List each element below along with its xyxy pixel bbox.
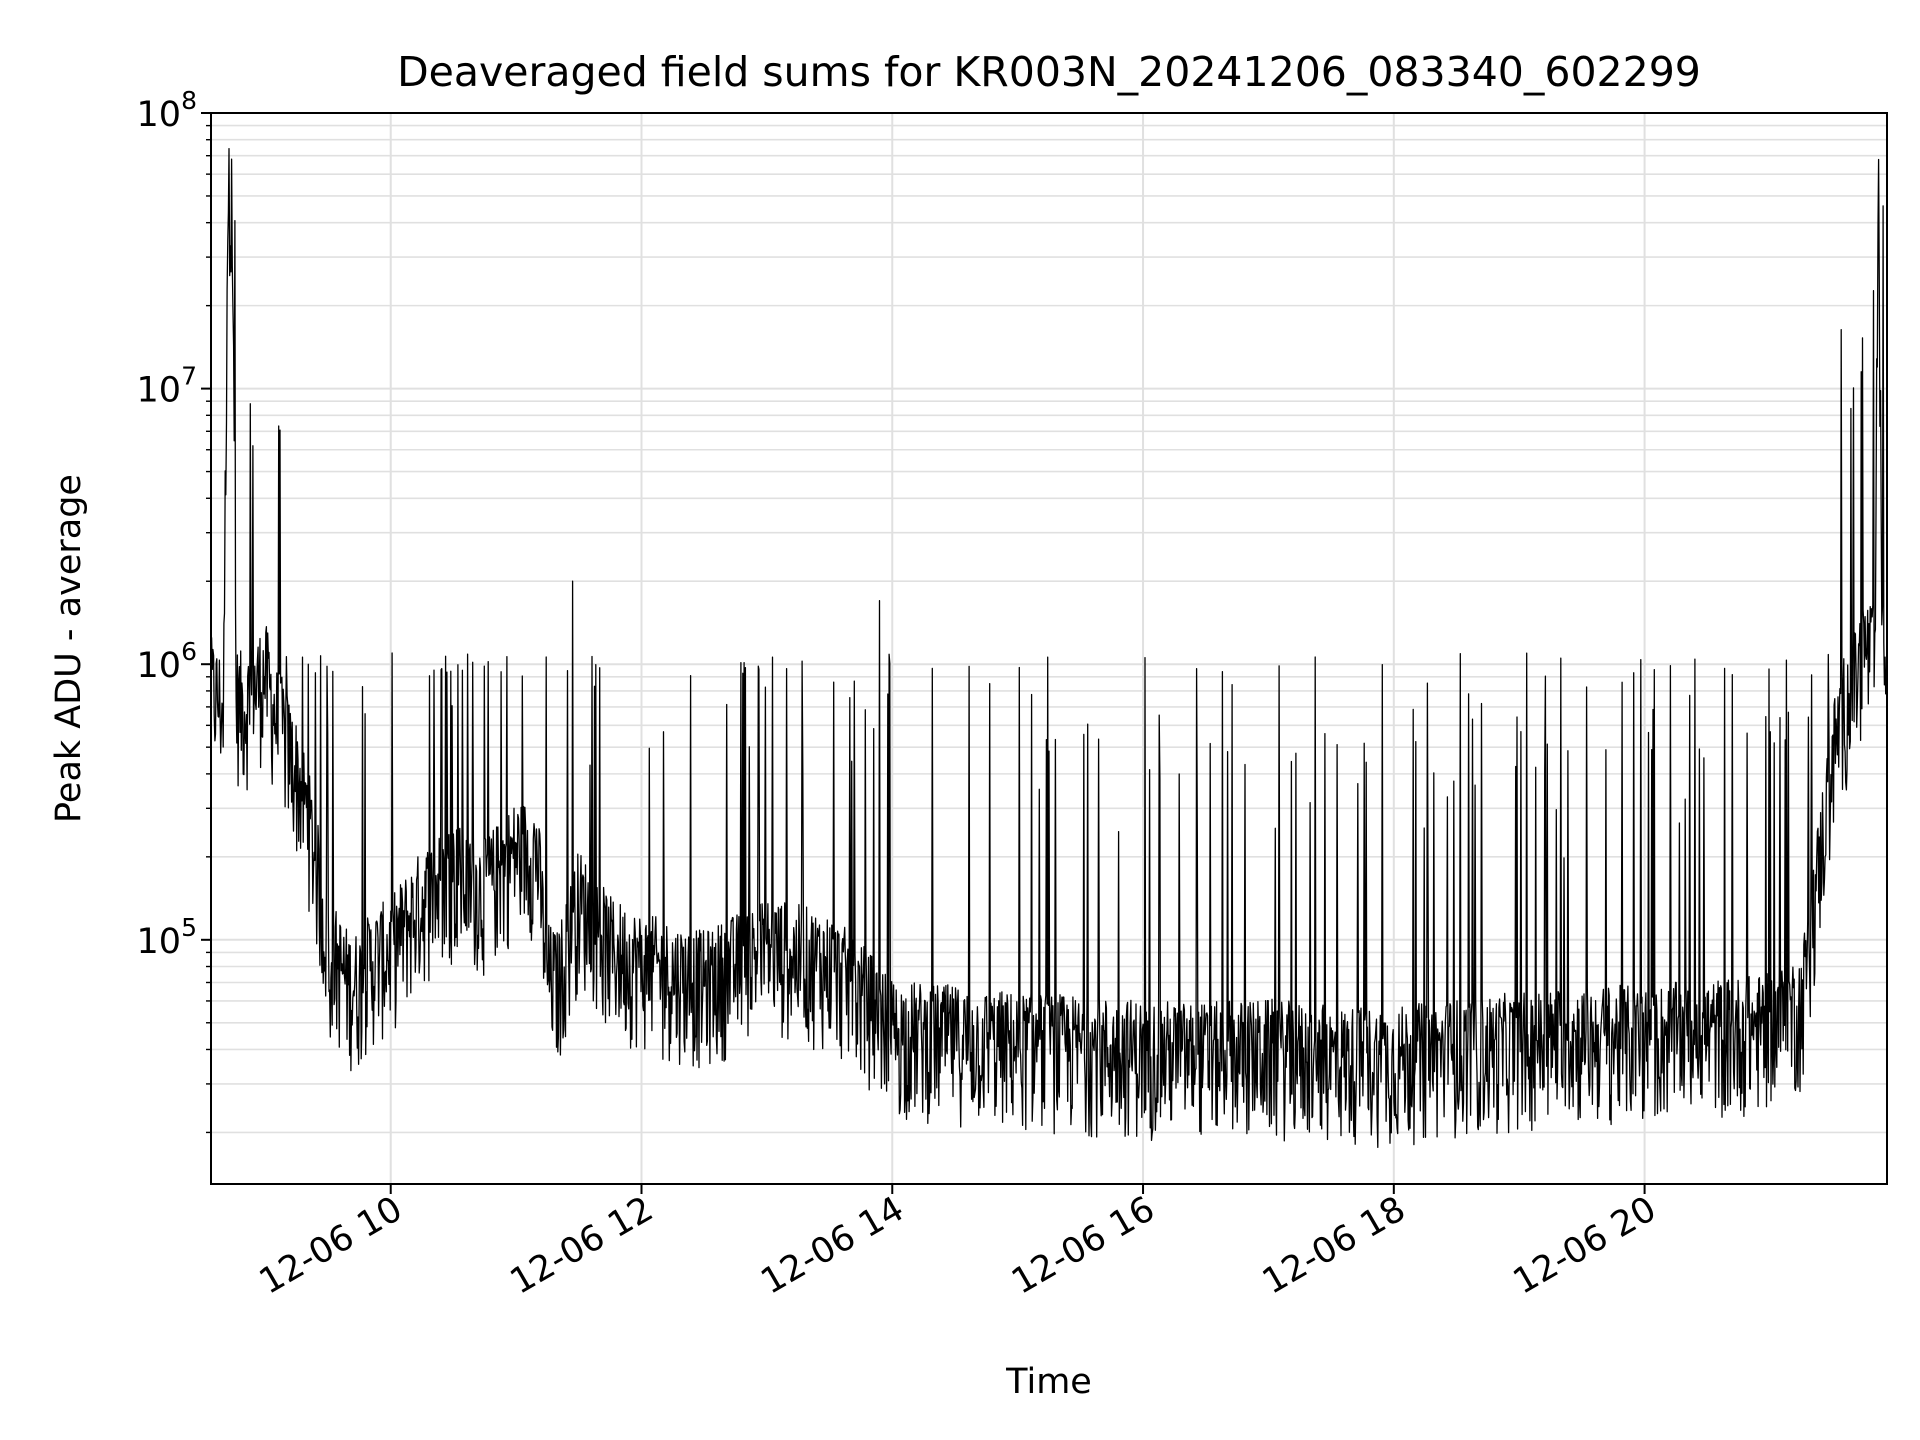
x-tick-label: 12-06 16 [1005, 1189, 1161, 1302]
y-tick-label: 10 [136, 922, 181, 962]
y-tick-label: 10 [136, 371, 181, 411]
x-tick-label: 12-06 20 [1507, 1189, 1663, 1302]
series-layer [210, 147, 1888, 1149]
y-axis-label: Peak ADU - average [49, 474, 89, 823]
y-tick-exponent: 6 [181, 637, 197, 666]
y-tick-exponent: 8 [181, 86, 197, 115]
plot-frame [210, 112, 1888, 1185]
series-line [210, 147, 1888, 1149]
y-tick-exponent: 7 [181, 362, 197, 391]
y-tick-label: 10 [136, 95, 181, 135]
x-tick-label: 12-06 18 [1256, 1189, 1412, 1302]
y-tick-exponent: 5 [181, 913, 197, 942]
x-tick-label: 12-06 10 [253, 1189, 409, 1302]
chart-title: Deaveraged field sums for KR003N_2024120… [397, 48, 1701, 96]
x-axis-label: Time [1005, 1362, 1092, 1402]
y-tick-label: 10 [136, 646, 181, 686]
x-tick-label: 12-06 14 [754, 1189, 910, 1302]
x-tick-label: 12-06 12 [504, 1189, 660, 1302]
